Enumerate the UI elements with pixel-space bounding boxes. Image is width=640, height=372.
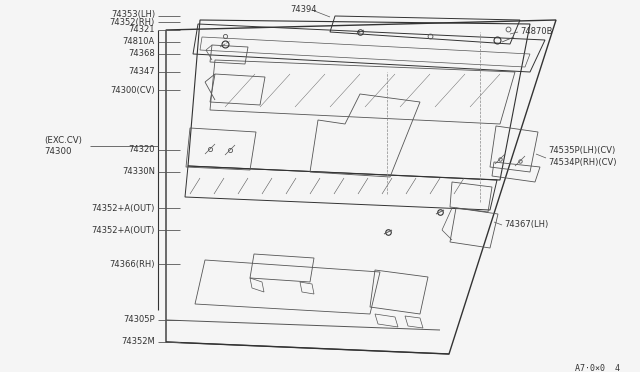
Text: 74368: 74368 [128, 49, 155, 58]
Text: 74394: 74394 [290, 4, 317, 13]
Text: 74352M: 74352M [121, 337, 155, 346]
Text: 74305P: 74305P [124, 315, 155, 324]
Text: 74810A: 74810A [123, 38, 155, 46]
Text: 74367(LH): 74367(LH) [504, 221, 548, 230]
Text: 74534P(RH)(CV): 74534P(RH)(CV) [548, 157, 616, 167]
Text: 74300(CV): 74300(CV) [110, 86, 155, 94]
Text: A7·0×0  4: A7·0×0 4 [575, 364, 620, 372]
Text: 74321: 74321 [129, 26, 155, 35]
Text: 74352(RH): 74352(RH) [109, 17, 155, 26]
Text: 74870B: 74870B [520, 28, 552, 36]
Text: 74366(RH): 74366(RH) [109, 260, 155, 269]
Text: 74330N: 74330N [122, 167, 155, 176]
Text: (EXC.CV): (EXC.CV) [44, 135, 82, 144]
Text: 74320: 74320 [129, 145, 155, 154]
Text: 74353(LH): 74353(LH) [111, 10, 155, 19]
Text: 74352+A(OUT): 74352+A(OUT) [92, 225, 155, 234]
Text: 74300: 74300 [44, 148, 72, 157]
Text: 74535P(LH)(CV): 74535P(LH)(CV) [548, 145, 615, 154]
Text: 74347: 74347 [129, 67, 155, 77]
Text: 74352+A(OUT): 74352+A(OUT) [92, 203, 155, 212]
